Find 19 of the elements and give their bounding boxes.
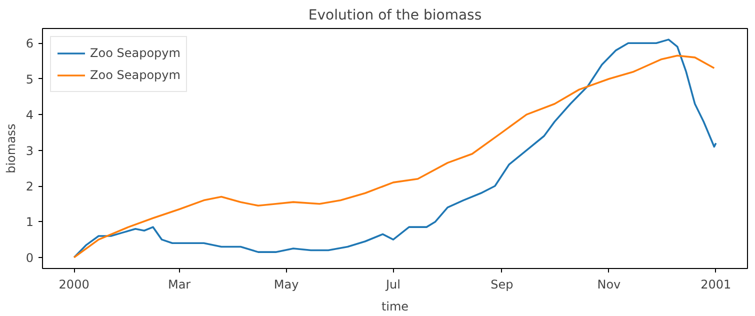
- legend-label: Zoo Seapopym: [90, 46, 180, 60]
- y-tick-label: 3: [26, 144, 34, 158]
- x-tick-label: 2001: [700, 278, 732, 292]
- x-tick-label: 2000: [58, 278, 90, 292]
- legend-label: Zoo Seapopym: [90, 68, 180, 82]
- y-tick-label: 4: [26, 108, 34, 122]
- chart-title: Evolution of the biomass: [308, 8, 482, 24]
- x-tick-label: Jul: [385, 278, 400, 292]
- y-tick-label: 5: [26, 72, 34, 86]
- x-tick-label: Nov: [597, 278, 621, 292]
- y-tick-label: 6: [26, 36, 34, 51]
- x-tick-label: Mar: [168, 278, 191, 292]
- y-tick-label: 2: [26, 180, 34, 194]
- x-tick-label: Sep: [490, 278, 514, 292]
- x-axis-title: time: [381, 300, 409, 314]
- y-tick-label: 0: [26, 250, 34, 265]
- y-axis-title: biomass: [4, 124, 18, 174]
- x-tick-label: May: [274, 278, 299, 292]
- y-tick-label: 1: [26, 215, 34, 230]
